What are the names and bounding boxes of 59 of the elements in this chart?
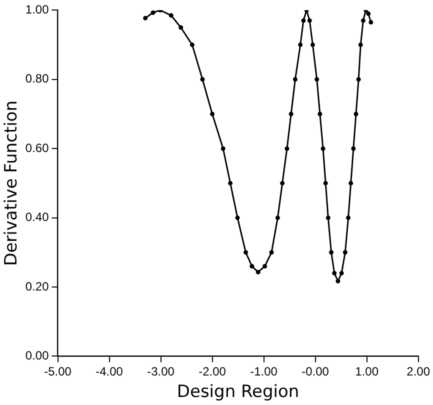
point	[368, 20, 374, 25]
point	[336, 278, 340, 284]
point	[143, 16, 148, 20]
point	[288, 112, 294, 116]
point	[366, 11, 371, 16]
point	[178, 25, 184, 30]
point	[326, 216, 330, 220]
point	[360, 18, 366, 23]
point	[301, 18, 306, 23]
point	[190, 42, 194, 48]
x-tick-label: -5.00	[44, 364, 72, 379]
point	[200, 77, 205, 82]
point	[339, 270, 344, 276]
y-tick-label: 0.40	[25, 210, 50, 224]
x-tick-label: -4.00	[96, 364, 124, 379]
point	[358, 42, 363, 48]
point	[314, 77, 320, 82]
point	[354, 112, 358, 116]
point	[298, 42, 303, 48]
point	[342, 250, 348, 255]
point	[346, 216, 351, 220]
point	[310, 42, 315, 48]
point	[307, 18, 312, 23]
y-tick-label: 1.00	[25, 2, 50, 17]
y-tick-label: 0.00	[25, 348, 50, 363]
y-axis-title: Derivative Function	[2, 100, 22, 266]
point	[356, 77, 361, 82]
point	[348, 180, 354, 186]
x-tick-label: -1.00	[250, 364, 278, 379]
point	[228, 180, 233, 186]
x-tick-label: -2.00	[198, 364, 226, 379]
point	[210, 112, 215, 116]
point	[332, 270, 337, 276]
point	[244, 250, 248, 255]
point	[235, 216, 240, 220]
y-tick-label: 0.80	[25, 72, 50, 86]
point	[351, 146, 356, 151]
point	[250, 264, 254, 268]
point	[150, 10, 156, 15]
x-tick-label: 1.00	[355, 364, 379, 379]
point	[220, 146, 226, 151]
x-tick-label: -3.00	[147, 364, 175, 379]
point	[168, 13, 174, 18]
x-axis-title: Design Region	[176, 382, 300, 402]
point	[323, 180, 328, 186]
point	[329, 250, 334, 255]
point	[292, 77, 298, 82]
point	[269, 250, 274, 255]
point	[280, 180, 285, 186]
y-tick-label: 0.60	[25, 140, 50, 155]
point	[256, 270, 260, 274]
y-tick-label: 0.20	[25, 279, 50, 294]
point	[275, 216, 280, 220]
point	[318, 112, 322, 116]
point	[262, 264, 268, 268]
x-tick-label: 2.00	[406, 364, 430, 379]
point	[320, 146, 326, 151]
point	[284, 146, 290, 151]
x-tick-label: -0.00	[302, 364, 330, 379]
